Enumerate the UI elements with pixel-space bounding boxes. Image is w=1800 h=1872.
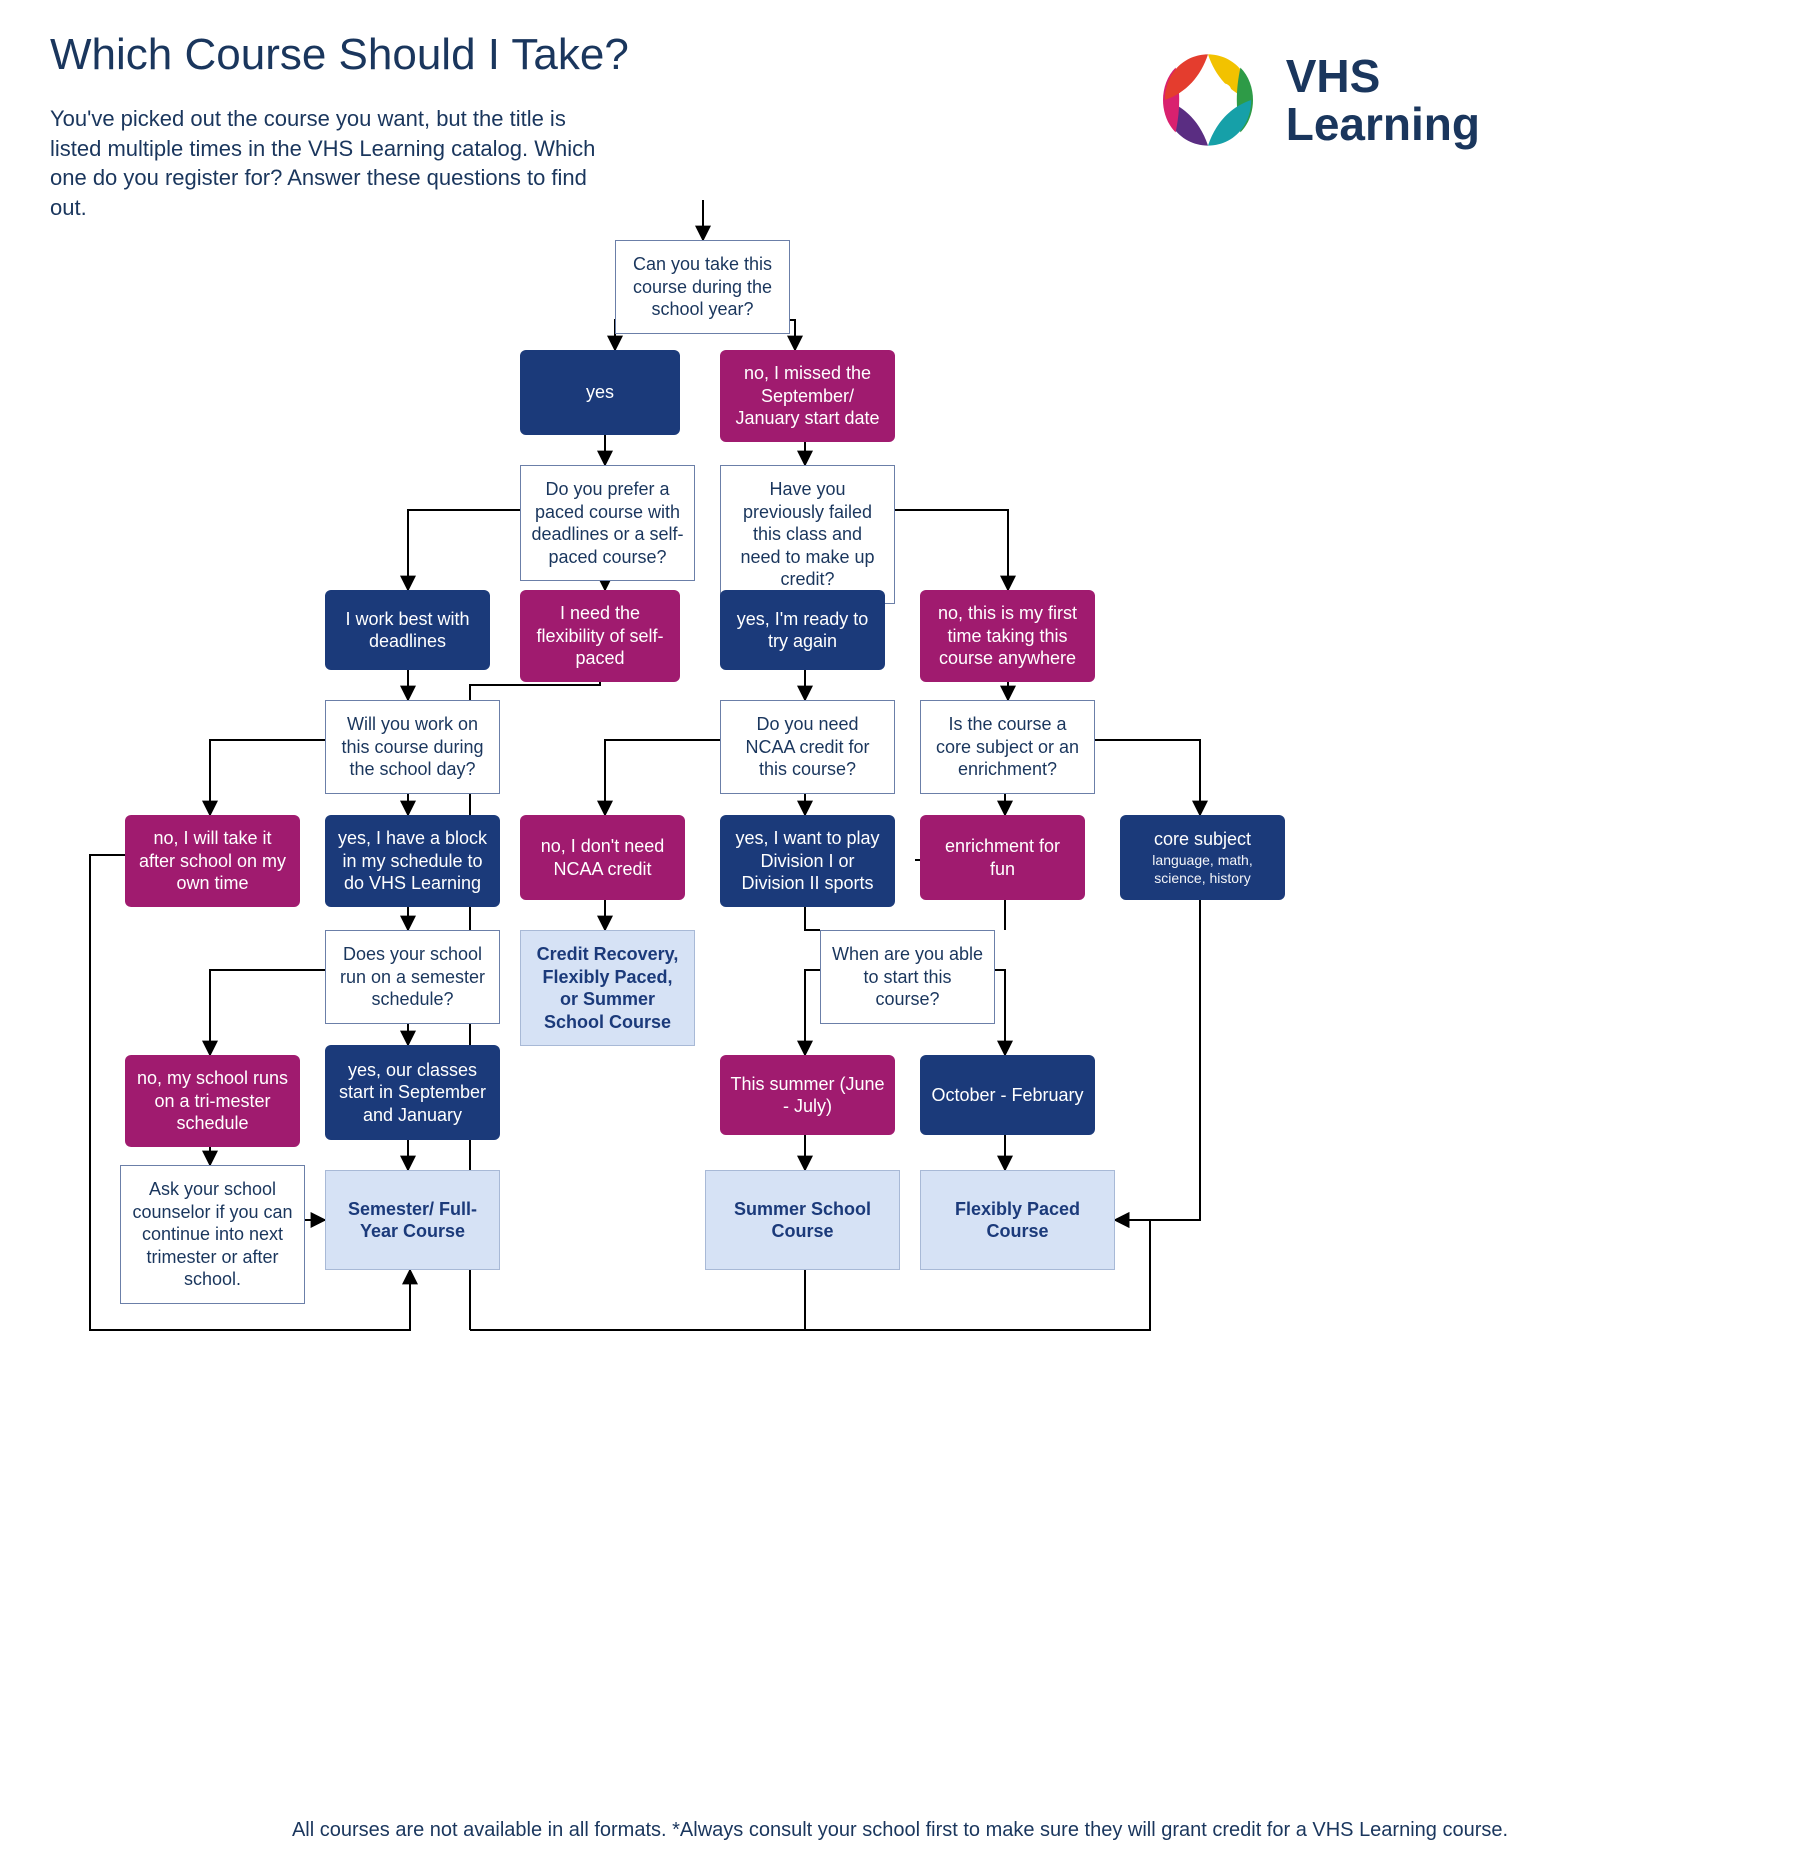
flow-node-a4y: yes, I have a block in my schedule to do… [325,815,500,907]
flow-node-a6e: enrichment for fun [920,815,1085,900]
flow-node-q7: Does your school run on a semester sched… [325,930,500,1024]
flow-node-r3: Summer School Course [705,1170,900,1270]
flow-node-a5n: no, I don't need NCAA credit [520,815,685,900]
flow-edge [1095,740,1200,815]
flow-edge [210,740,325,815]
flow-node-q1: Can you take this course during the scho… [615,240,790,334]
flow-node-a2d: I work best with deadlines [325,590,490,670]
flow-node-a7y: yes, our classes start in September and … [325,1045,500,1140]
flow-edge [805,970,820,1055]
brand-text: VHS Learning [1286,52,1480,149]
brand-line2: Learning [1286,100,1480,148]
flow-node-q9: Ask your school counselor if you can con… [120,1165,305,1304]
flow-node-a4n: no, I will take it after school on my ow… [125,815,300,907]
flow-node-q5: Do you need NCAA credit for this course? [720,700,895,794]
flow-node-r1: Credit Recovery, Flexibly Paced, or Summ… [520,930,695,1046]
flow-node-a8o: October - February [920,1055,1095,1135]
flow-node-a3y: yes, I'm ready to try again [720,590,885,670]
vhs-logo-icon [1148,40,1268,160]
flow-node-q4: Will you work on this course during the … [325,700,500,794]
flow-edge [895,510,1008,590]
flow-node-a3n: no, this is my first time taking this co… [920,590,1095,682]
brand-line1: VHS [1286,52,1480,100]
flow-node-a5y: yes, I want to play Division I or Divisi… [720,815,895,907]
flow-node-a1y: yes [520,350,680,435]
page: Which Course Should I Take? You've picke… [50,30,1480,1530]
brand-block: VHS Learning [1148,40,1480,160]
flow-node-a1n: no, I missed the September/ January star… [720,350,895,442]
flow-edge [210,970,325,1055]
flow-edge [605,740,720,815]
flow-node-q6: Is the course a core subject or an enric… [920,700,1095,794]
flow-edge [1115,900,1200,1220]
flowchart: Can you take this course during the scho… [50,200,1480,1400]
flow-node-q8: When are you able to start this course? [820,930,995,1024]
flow-node-a6c: core subjectlanguage, math, science, his… [1120,815,1285,900]
flow-node-r2: Semester/ Full-Year Course [325,1170,500,1270]
flow-node-q2: Do you prefer a paced course with deadli… [520,465,695,581]
flow-node-a2s: I need the flexibility of self-paced [520,590,680,682]
flow-node-a8s: This summer (June - July) [720,1055,895,1135]
flow-node-a7n: no, my school runs on a tri-mester sched… [125,1055,300,1147]
flow-edge [408,510,520,590]
flow-edge [995,970,1005,1055]
footer-note: All courses are not available in all for… [0,1819,1800,1842]
flow-node-q3: Have you previously failed this class an… [720,465,895,604]
flow-node-r4: Flexibly Paced Course [920,1170,1115,1270]
